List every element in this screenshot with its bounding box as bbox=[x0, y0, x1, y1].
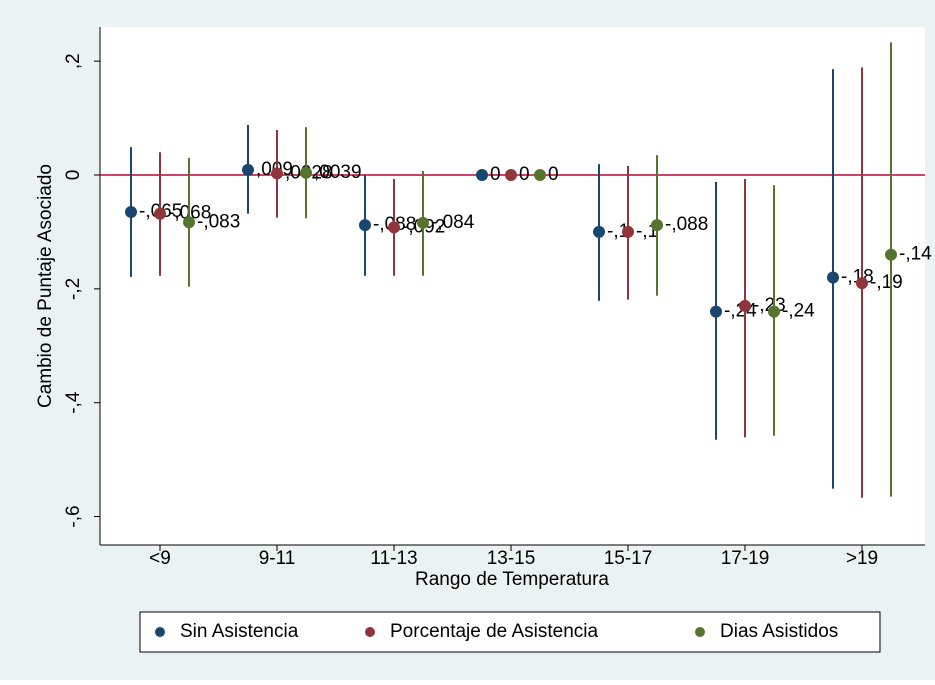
y-tick-label: ,2 bbox=[63, 53, 84, 69]
y-tick-label: -,6 bbox=[63, 505, 84, 527]
legend-label: Porcentaje de Asistencia bbox=[390, 621, 599, 642]
legend-marker bbox=[695, 627, 705, 637]
data-label: 0 bbox=[490, 164, 501, 185]
point bbox=[388, 221, 400, 234]
y-tick-label: -,2 bbox=[63, 278, 84, 300]
point bbox=[827, 271, 839, 284]
point bbox=[710, 305, 722, 318]
data-label: 0 bbox=[519, 164, 530, 185]
point bbox=[885, 248, 897, 261]
x-tick-label: >19 bbox=[846, 548, 878, 569]
point bbox=[300, 166, 312, 179]
x-tick-label: 17-19 bbox=[721, 548, 770, 569]
point bbox=[739, 299, 751, 312]
x-tick-label: 13-15 bbox=[487, 548, 536, 569]
legend-label: Dias Asistidos bbox=[720, 621, 838, 642]
x-tick-label: 9-11 bbox=[259, 548, 296, 569]
point bbox=[768, 305, 780, 318]
legend bbox=[139, 611, 881, 653]
point bbox=[242, 163, 254, 176]
y-axis-title: Cambio de Puntaje Asociado bbox=[35, 164, 56, 408]
data-label: 0 bbox=[548, 164, 559, 185]
data-label: -,088 bbox=[665, 214, 708, 235]
data-label: ,0039 bbox=[314, 162, 362, 183]
data-label: -,19 bbox=[870, 272, 903, 293]
data-label: -,14 bbox=[899, 244, 932, 265]
x-tick-label: <9 bbox=[149, 548, 171, 569]
point bbox=[154, 207, 166, 220]
point bbox=[125, 206, 137, 218]
point bbox=[622, 225, 634, 238]
y-tick-label: -,4 bbox=[63, 391, 84, 414]
legend-label: Sin Asistencia bbox=[180, 621, 299, 642]
x-axis-title: Rango de Temperatura bbox=[415, 569, 609, 590]
data-label: -,084 bbox=[431, 212, 475, 233]
plot-area bbox=[100, 27, 925, 545]
x-tick-label: 11-13 bbox=[370, 548, 417, 569]
point bbox=[359, 219, 371, 232]
point bbox=[271, 167, 283, 180]
data-label: -,083 bbox=[197, 211, 240, 232]
legend-marker bbox=[365, 627, 375, 637]
data-label: -,1 bbox=[607, 221, 629, 242]
y-tick-label: 0 bbox=[63, 170, 84, 181]
point bbox=[651, 219, 663, 232]
point bbox=[505, 169, 517, 181]
point bbox=[856, 277, 868, 290]
legend-marker bbox=[155, 627, 165, 637]
point bbox=[183, 216, 195, 229]
x-tick-label: 15-17 bbox=[604, 548, 653, 569]
point bbox=[417, 216, 429, 229]
data-label: -,24 bbox=[782, 301, 815, 322]
point bbox=[593, 225, 605, 238]
point bbox=[476, 169, 488, 181]
point bbox=[534, 169, 546, 181]
